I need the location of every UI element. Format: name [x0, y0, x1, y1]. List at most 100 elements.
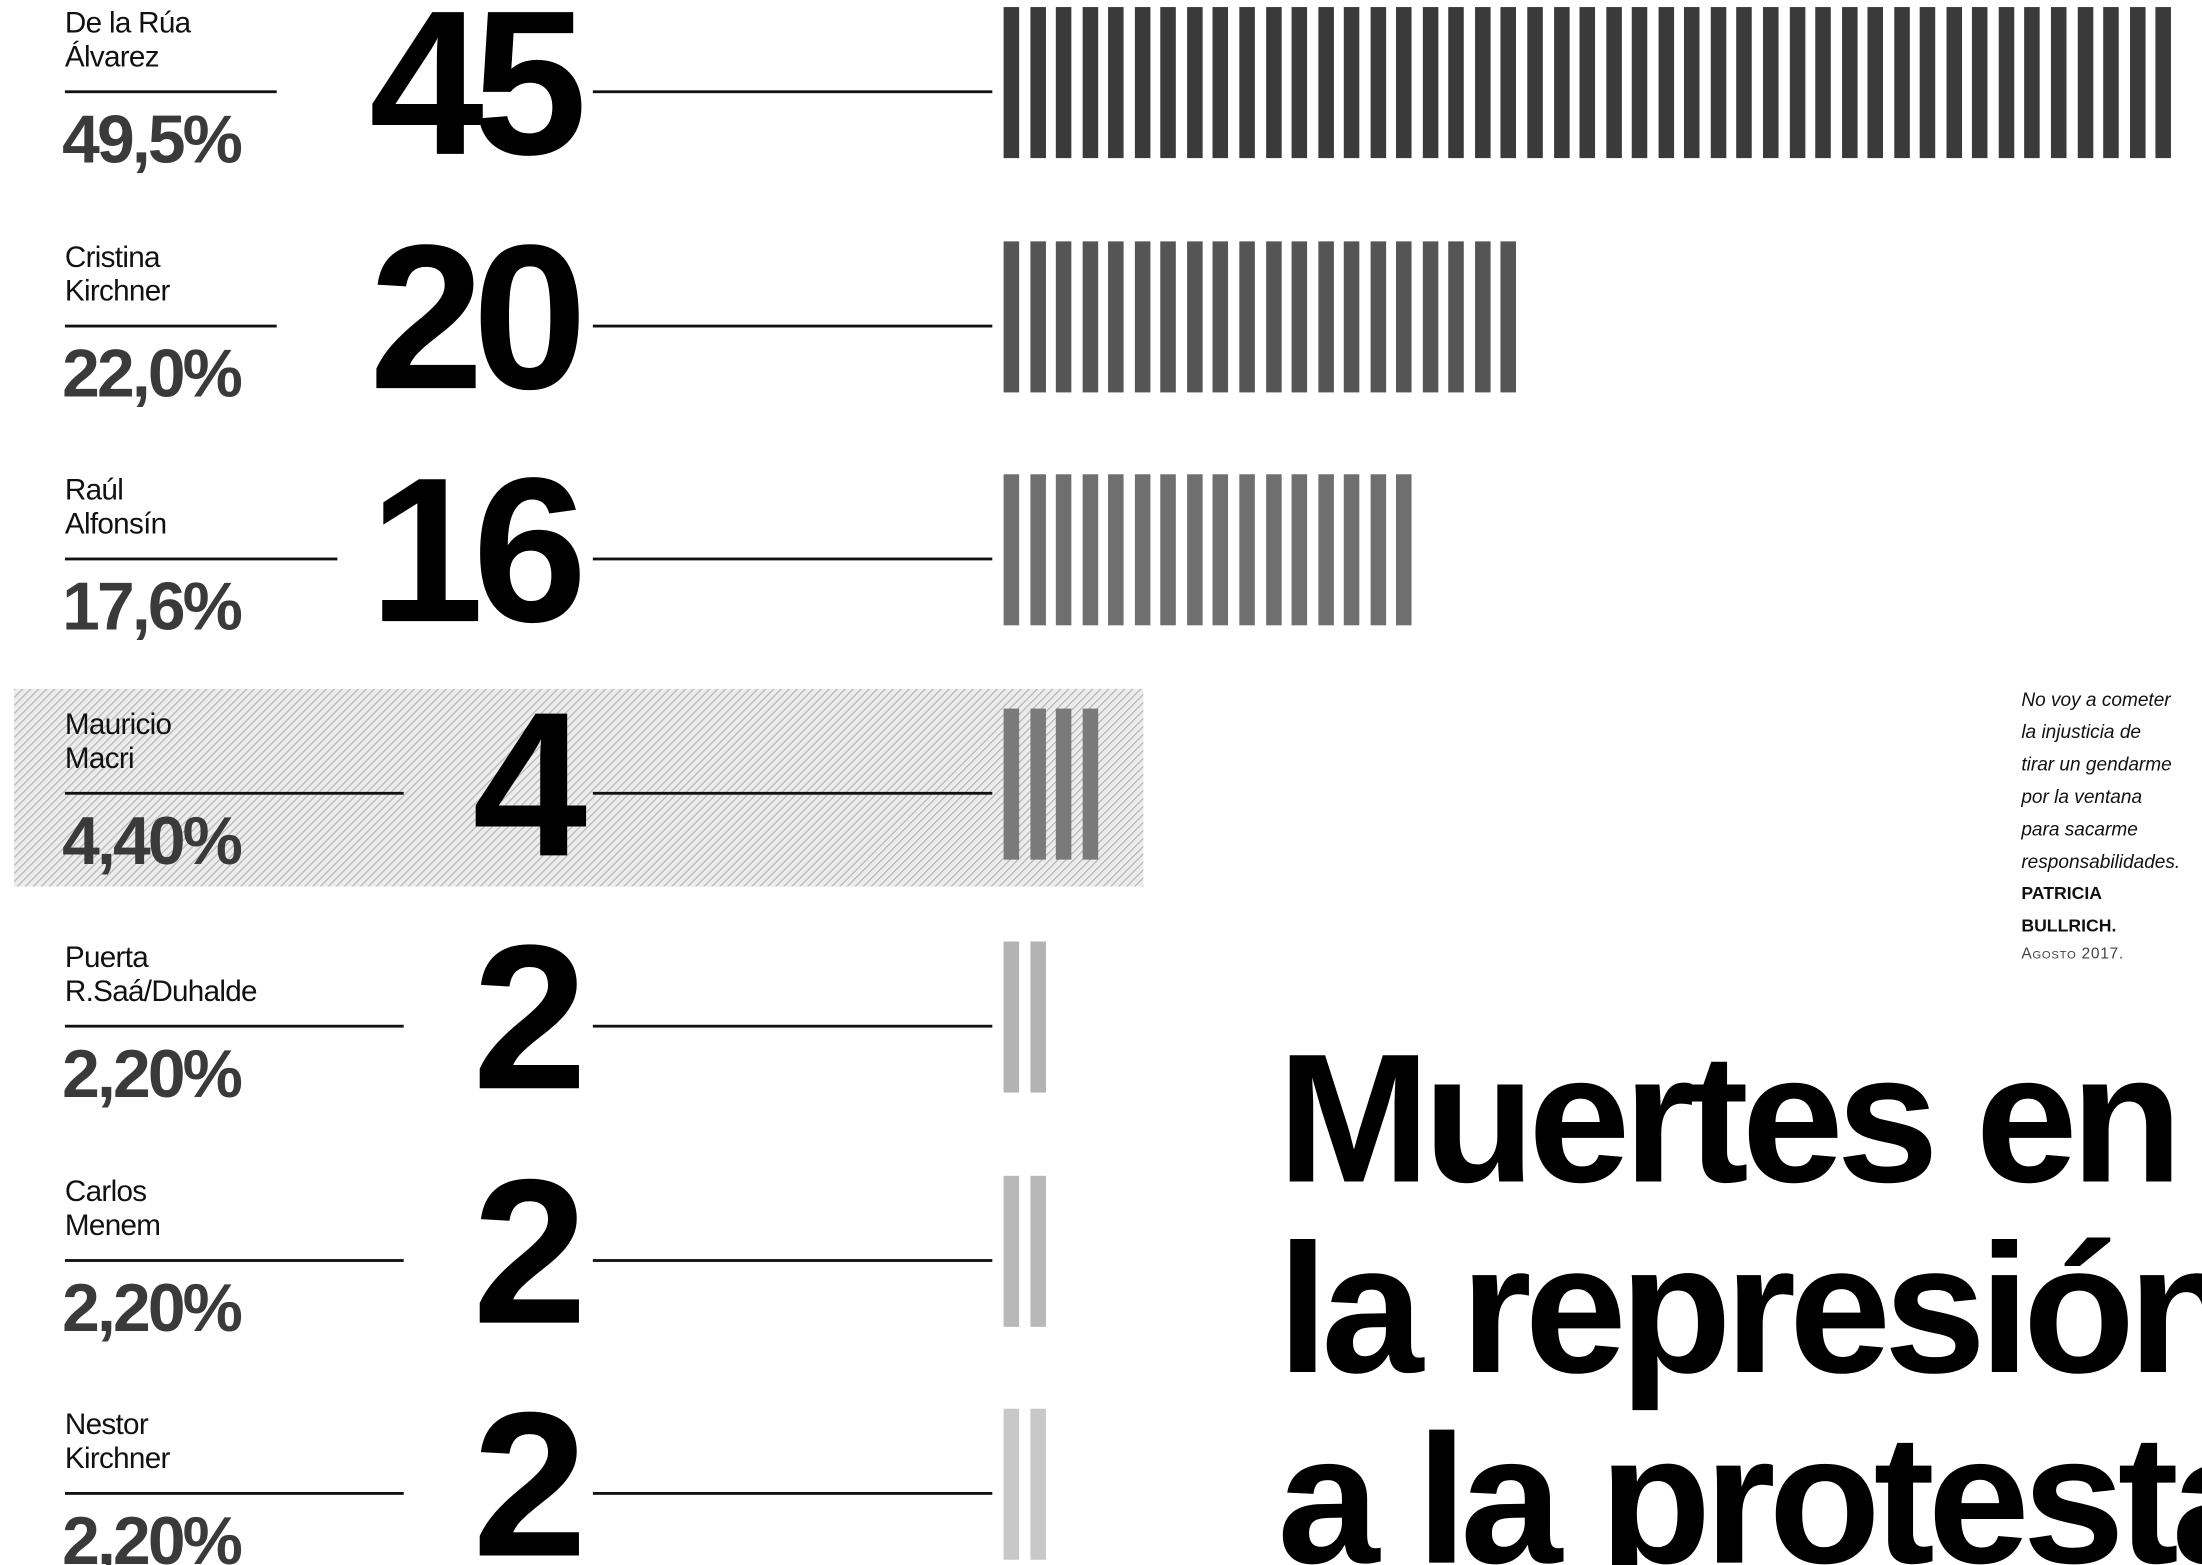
connector	[592, 90, 993, 94]
percentage-label: 2,20%	[62, 1271, 243, 1346]
tally-stripe	[1108, 474, 1124, 626]
connector	[592, 557, 993, 561]
tally-stripe	[1291, 7, 1308, 159]
tally-stripe	[1186, 474, 1203, 626]
tally-bar	[1003, 240, 1528, 392]
tally-stripe	[1448, 7, 1465, 159]
tally-bar	[1003, 707, 1109, 859]
tally-stripe	[1658, 7, 1674, 159]
tally-stripe	[1998, 7, 2015, 159]
label-rule	[64, 557, 338, 561]
category-label: Cristina Kirchner	[64, 240, 170, 308]
value-label: 45	[369, 0, 587, 198]
tally-stripe	[1527, 7, 1543, 159]
label-rule	[64, 90, 277, 94]
tally-stripe	[1239, 7, 1255, 159]
tally-stripe	[1003, 7, 1020, 159]
tally-stripe	[1265, 240, 1281, 392]
chart-title: a la protesta	[1277, 1396, 2202, 1565]
tally-stripe	[1370, 240, 1386, 392]
tally-stripe	[1474, 240, 1491, 392]
tally-stripe	[1239, 240, 1255, 392]
tally-stripe	[1003, 707, 1020, 859]
quote-date: Agosto 2017.	[2021, 945, 2124, 963]
tally-stripe	[1029, 240, 1046, 392]
tally-stripe	[1003, 240, 1020, 392]
tally-stripe	[1317, 240, 1334, 392]
percentage-label: 22,0%	[62, 336, 243, 412]
tally-bar	[1003, 7, 2182, 159]
tally-stripe	[1370, 474, 1386, 626]
tally-stripe	[1501, 240, 1517, 392]
tally-stripe	[1605, 7, 1622, 159]
tally-stripe	[1003, 941, 1020, 1093]
label-rule	[64, 323, 277, 327]
tally-stripe	[1055, 474, 1072, 626]
tally-stripe	[1396, 474, 1412, 626]
tally-stripe	[1291, 474, 1308, 626]
tally-stripe	[1291, 240, 1308, 392]
category-label: De la Rúa Álvarez	[64, 7, 191, 74]
tally-stripe	[1029, 474, 1046, 626]
tally-stripe	[1343, 7, 1360, 159]
tally-stripe	[1632, 7, 1648, 159]
category-label: Mauricio Macri	[64, 707, 172, 775]
tally-stripe	[1972, 7, 1988, 159]
tally-stripe	[1082, 707, 1098, 859]
quote-author: PATRICIA BULLRICH.	[2021, 883, 2117, 936]
percentage-label: 4,40%	[62, 803, 243, 879]
tally-stripe	[1055, 707, 1072, 859]
tally-stripe	[1815, 7, 1831, 159]
tally-stripe	[1134, 7, 1151, 159]
highlight-band	[14, 688, 1144, 886]
tally-stripe	[1082, 7, 1098, 159]
tally-stripe	[2024, 7, 2041, 159]
tally-stripe	[1553, 7, 1569, 159]
tally-stripe	[1055, 240, 1072, 392]
tally-stripe	[1082, 474, 1098, 626]
tally-stripe	[1134, 240, 1151, 392]
percentage-label: 2,20%	[62, 1037, 243, 1113]
tally-stripe	[2129, 7, 2146, 159]
tally-stripe	[1343, 474, 1360, 626]
chart-title: Muertes en	[1277, 1014, 2182, 1221]
tally-stripe	[1213, 240, 1229, 392]
tally-stripe	[1710, 7, 1727, 159]
label-rule	[64, 791, 404, 794]
tally-stripe	[1474, 7, 1491, 159]
tally-stripe	[1867, 7, 1884, 159]
tally-stripe	[1213, 474, 1229, 626]
tally-bar	[1003, 474, 1423, 626]
tally-stripe	[1108, 240, 1124, 392]
percentage-label: 17,6%	[62, 570, 243, 646]
connector	[592, 1024, 993, 1028]
tally-stripe	[1265, 7, 1281, 159]
tally-stripe	[1317, 474, 1334, 626]
tally-stripe	[1422, 7, 1439, 159]
category-label: Nestor Kirchner	[64, 1408, 170, 1476]
tally-stripe	[1160, 7, 1177, 159]
tally-stripe	[1762, 7, 1779, 159]
tally-stripe	[1029, 1408, 1046, 1560]
value-label: 2	[472, 1369, 588, 1565]
tally-stripe	[1841, 7, 1858, 159]
tally-stripe	[1736, 7, 1753, 159]
tally-stripe	[1317, 7, 1334, 159]
tally-stripe	[1239, 474, 1255, 626]
tally-stripe	[1029, 707, 1046, 859]
tally-stripe	[1265, 474, 1281, 626]
tally-stripe	[1684, 7, 1700, 159]
label-rule	[64, 1024, 404, 1028]
percentage-label: 49,5%	[62, 103, 243, 178]
connector	[592, 323, 993, 327]
tally-bar	[1003, 941, 1056, 1093]
tally-stripe	[2103, 7, 2119, 159]
tally-stripe	[1946, 7, 1962, 159]
tally-stripe	[1920, 7, 1936, 159]
value-label: 2	[472, 1135, 588, 1366]
tally-stripe	[1893, 7, 1910, 159]
tally-bar	[1003, 1408, 1056, 1560]
percentage-label: 2,20%	[62, 1504, 243, 1565]
